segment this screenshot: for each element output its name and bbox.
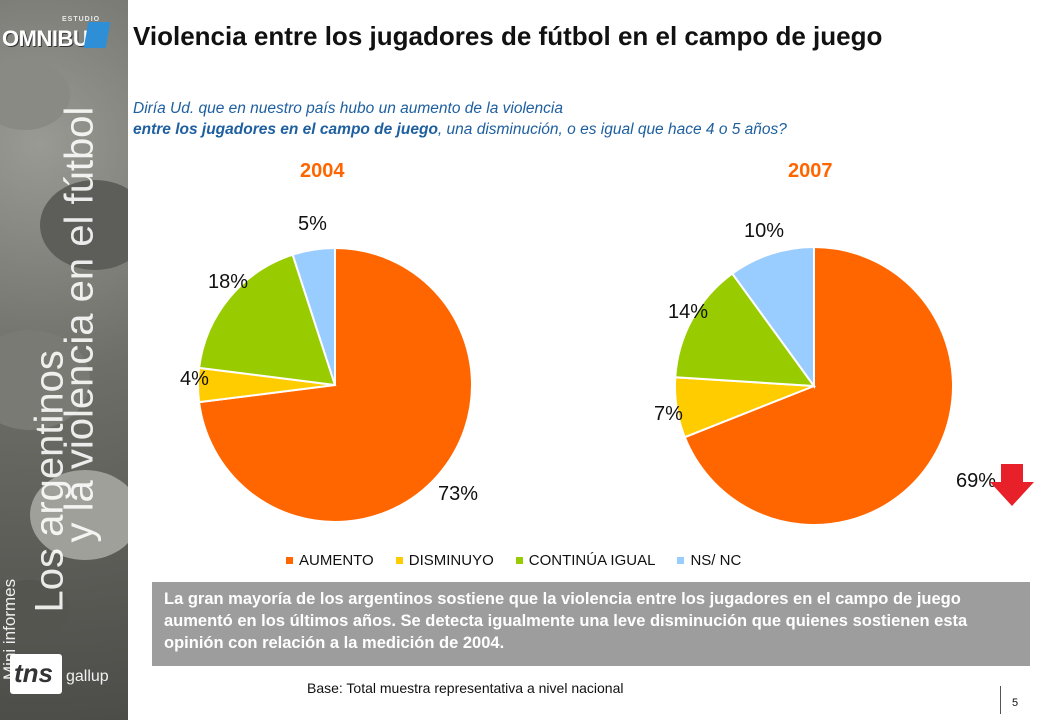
pie-data-label: 69% (956, 470, 996, 492)
brand-studio: ESTUDIO (62, 16, 101, 23)
legend-swatch-icon (677, 557, 685, 564)
pie-chart-2007: 69% 7% 14% 10% (654, 220, 996, 526)
question-line2: entre los jugadores en el campo de juego… (133, 119, 1013, 140)
sidebar-rock (30, 470, 128, 560)
tns-logo-text: tns (14, 658, 53, 688)
legend-item-disminuyo: DISMINUYO (395, 552, 494, 569)
chart-legend: AUMENTO DISMINUYO CONTINÚA IGUAL NS/ NC (286, 552, 741, 569)
pie-data-label: 5% (298, 213, 327, 235)
pie-data-label: 10% (744, 220, 784, 242)
omnibus-logo: ESTUDIO OMNIBUS (0, 14, 128, 54)
year-label-2004: 2004 (300, 160, 345, 182)
question-rest: , una disminución, o es igual que hace 4… (437, 121, 787, 138)
pie-data-label: 14% (668, 301, 708, 323)
gallup-logo-text: gallup (66, 668, 109, 685)
legend-swatch-icon (395, 557, 403, 564)
page-title: Violencia entre los jugadores de fútbol … (133, 21, 883, 51)
series-title-line1: Los argentinos (27, 350, 72, 613)
legend-label: DISMINUYO (408, 552, 494, 569)
sample-base-note: Base: Total muestra representativa a niv… (307, 680, 624, 696)
pie-data-label: 7% (654, 403, 683, 425)
pie-slice-contin-a-igual (197, 253, 337, 387)
pie-slice-aumento (683, 245, 954, 526)
sidebar-rock (0, 580, 70, 640)
question-line1: Diría Ud. que en nuestro país hubo un au… (133, 100, 563, 117)
legend-item-aumento: AUMENTO (286, 552, 374, 569)
tns-gallup-logo: tns gallup (10, 654, 118, 694)
legend-label: CONTINÚA IGUAL (528, 552, 656, 569)
legend-swatch-icon (286, 557, 293, 564)
pie-slice-ns-nc (730, 245, 815, 390)
pie-charts: 73% 4% 18% 5% 69% 7% 14% 10% (180, 213, 996, 526)
pie-data-label: 73% (438, 483, 478, 505)
conclusion-box: La gran mayoría de los argentinos sostie… (152, 582, 1030, 666)
pie-slice-contin-a-igual (674, 272, 817, 388)
sidebar-rock (40, 180, 128, 270)
legend-label: NS/ NC (690, 552, 742, 569)
legend-item-continua: CONTINÚA IGUAL (515, 552, 656, 569)
page-number: 5 (1012, 697, 1019, 709)
pie-chart-2004: 73% 4% 18% 5% (180, 213, 478, 523)
question-bold: entre los jugadores en el campo de juego (133, 121, 438, 138)
pie-data-label: 18% (208, 271, 248, 293)
pie-data-label: 4% (180, 368, 209, 390)
legend-item-nsnc: NS/ NC (677, 552, 741, 569)
year-label-2007: 2007 (788, 160, 833, 182)
survey-question: Diría Ud. que en nuestro país hubo un au… (133, 98, 1013, 140)
legend-label: AUMENTO (299, 552, 374, 569)
tns-logo-box (10, 654, 62, 694)
sidebar-banner: ESTUDIO OMNIBUS y la violencia en el fút… (0, 0, 128, 720)
pie-slice-ns-nc (291, 246, 336, 386)
sidebar-rock (0, 60, 70, 130)
legend-swatch-icon (515, 557, 523, 564)
page-divider (1000, 686, 1001, 714)
decrease-arrow-icon (990, 464, 1034, 506)
